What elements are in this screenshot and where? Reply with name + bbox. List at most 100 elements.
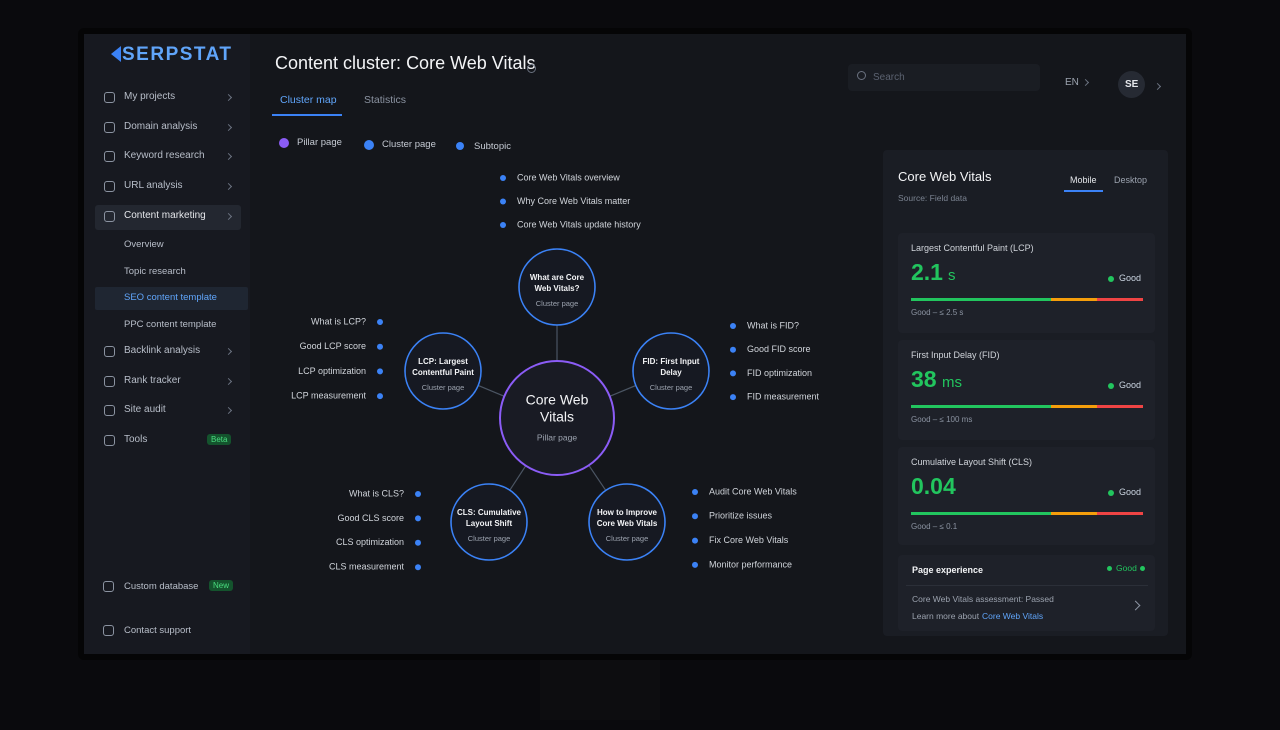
cluster-type: Cluster page [536, 299, 579, 308]
footer-item[interactable]: Contact support [124, 625, 192, 636]
subtopic-dot [692, 561, 698, 568]
status-dot [1108, 276, 1114, 282]
experience-learn: Learn more about [912, 611, 980, 621]
bar-mid [1051, 512, 1097, 515]
panel-tab-underline [1064, 190, 1103, 192]
status-dot [1108, 383, 1114, 389]
logo-mark [101, 46, 121, 62]
subtopic-dot [730, 370, 736, 377]
experience-status: Good [1116, 563, 1137, 573]
nav-item[interactable]: Keyword research [124, 150, 205, 162]
legend-label: Cluster page [382, 139, 436, 150]
subtopic-dot [730, 394, 736, 401]
sidebar [84, 34, 250, 654]
bar-poor [1097, 405, 1143, 408]
tab-underline [272, 114, 342, 116]
subtopic-dot [500, 198, 506, 205]
cluster-type: Cluster page [606, 534, 649, 543]
cluster-label: Contentful Paint [412, 368, 474, 377]
nav-subitem[interactable]: Overview [124, 238, 164, 250]
cluster-node [518, 248, 596, 326]
subtopic-label: Prioritize issues [709, 511, 773, 521]
panel-tab[interactable]: Desktop [1114, 175, 1148, 185]
cluster-type: Cluster page [422, 383, 465, 392]
nav-item[interactable]: Content marketing [124, 209, 206, 221]
nav-item[interactable]: Rank tracker [124, 374, 181, 386]
legend-label: Pillar page [297, 137, 342, 148]
metric-status: Good [1119, 273, 1142, 283]
nav-item[interactable]: Site audit [124, 404, 166, 416]
search-placeholder: Search [873, 72, 905, 83]
experience-link[interactable]: Core Web Vitals [982, 611, 1044, 621]
monitor-stand [540, 660, 660, 720]
subtopic-label: FID measurement [747, 391, 820, 401]
cluster-node [632, 332, 710, 410]
subtopic-dot [415, 515, 421, 522]
footer-item[interactable]: Custom database [124, 581, 199, 592]
subtopic-dot [692, 489, 698, 495]
tab[interactable]: Cluster map [280, 94, 337, 106]
pillar-node [499, 360, 615, 476]
cluster-label: LCP: Largest [418, 357, 468, 366]
tab[interactable]: Statistics [364, 94, 407, 106]
nav-subitem[interactable]: SEO content template [124, 292, 217, 304]
nav-icon [104, 346, 115, 357]
subtopic-label: FID optimization [747, 368, 812, 378]
search-box[interactable] [848, 64, 1040, 91]
subtopic-dot [415, 539, 421, 546]
nav-subitem[interactable]: PPC content template [124, 319, 217, 331]
bar-mid [1051, 405, 1097, 408]
nav-icon [104, 435, 115, 447]
panel-source: Source: Field data [898, 193, 967, 203]
nav-icon [104, 375, 115, 387]
subtopic-label: Good LCP score [300, 341, 366, 351]
cluster-label: CLS: Cumulative [457, 508, 522, 517]
nav-icon [103, 581, 114, 592]
cluster-label: What are Core [530, 273, 585, 282]
metric-value: 0.04 [911, 473, 956, 499]
nav-item[interactable]: Backlink analysis [124, 345, 201, 356]
info-icon [527, 64, 536, 73]
legend-dot [456, 142, 464, 150]
connector [477, 384, 505, 397]
metric-label: First Input Delay (FID) [911, 350, 1000, 360]
subtopic-dot [730, 323, 736, 329]
status-dot [1107, 566, 1112, 571]
metric-value: 2.1 [911, 259, 943, 285]
nav-subitem[interactable]: Topic research [124, 265, 186, 277]
bar-good [911, 298, 1051, 301]
lang[interactable]: EN [1065, 77, 1079, 88]
metric-threshold: Good – ≤ 100 ms [911, 415, 973, 424]
subtopic-dot [377, 368, 383, 375]
legend-dot [364, 140, 374, 150]
nav-icon [104, 151, 115, 163]
nav-item[interactable]: My projects [124, 91, 176, 102]
subtopic-dot [500, 175, 506, 181]
divider [906, 585, 1148, 586]
cluster-label: FID: First Input [643, 357, 700, 366]
search-icon [857, 71, 866, 80]
cluster-label: Web Vitals? [534, 284, 579, 293]
cluster-label: Delay [660, 368, 682, 377]
status-dot [1108, 490, 1114, 496]
badge: Beta [207, 434, 232, 446]
pillar-label: Vitals [540, 409, 574, 425]
subtopic-label: What is CLS? [349, 488, 404, 498]
metric-value: 38 [911, 366, 937, 392]
cluster-type: Cluster page [468, 534, 511, 543]
cluster-node [404, 332, 482, 410]
avatar[interactable] [1118, 71, 1145, 98]
nav-item[interactable]: URL analysis [124, 180, 183, 192]
nav-item[interactable]: Tools [124, 434, 148, 446]
status-dot [1140, 566, 1145, 571]
legend-label: Subtopic [474, 141, 511, 152]
subtopic-label: LCP measurement [291, 390, 366, 400]
badge: New [209, 580, 234, 591]
nav-icon [104, 405, 115, 417]
pillar-type: Pillar page [537, 432, 577, 442]
panel-tab[interactable]: Mobile [1070, 175, 1097, 185]
connector [609, 384, 637, 397]
nav-active-bg [95, 287, 248, 311]
nav-item[interactable]: Domain analysis [124, 120, 198, 132]
